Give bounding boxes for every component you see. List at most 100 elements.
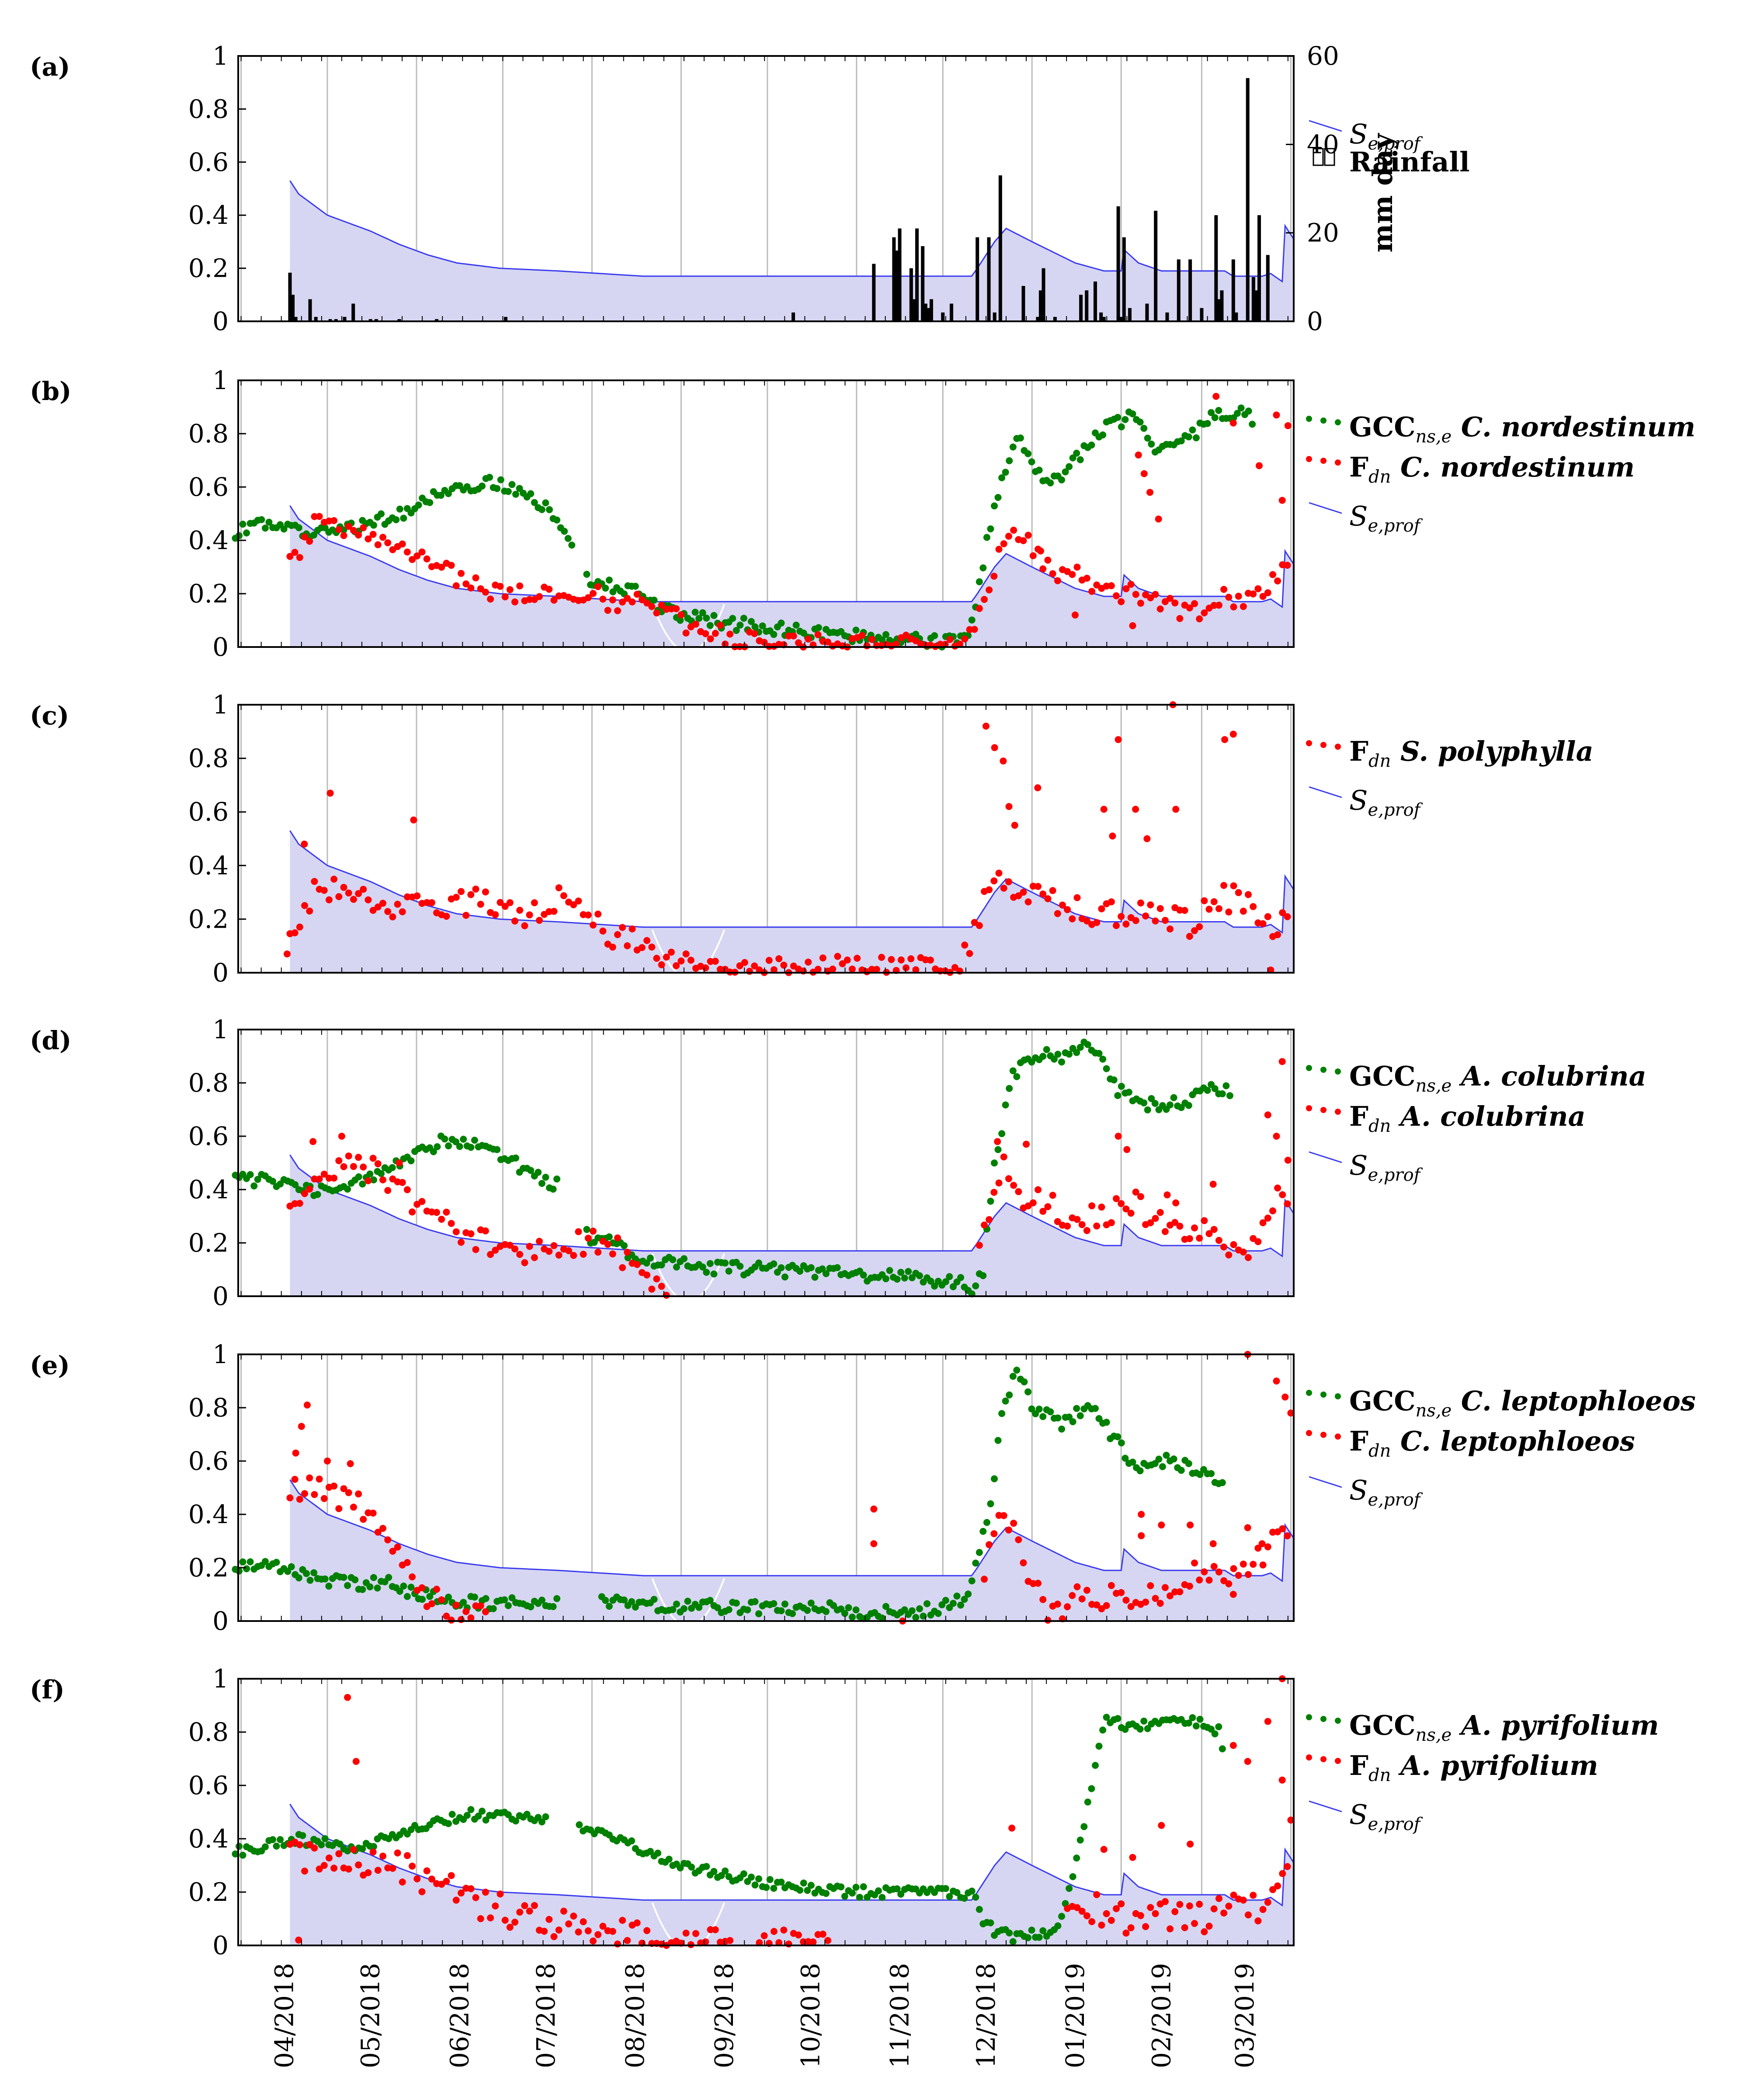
gcc-point	[254, 1176, 261, 1183]
gcc-point	[549, 1603, 557, 1610]
fdn-point	[1093, 1601, 1101, 1608]
fdn-point	[423, 555, 431, 563]
gcc-point	[415, 501, 422, 509]
gcc-point	[677, 617, 684, 624]
fdn-point	[1132, 917, 1139, 924]
fdn-point	[301, 902, 308, 909]
y-tick-label: 0.4	[188, 525, 229, 555]
gcc-point	[710, 1868, 718, 1875]
fdn-point	[536, 1238, 543, 1245]
fdn-point	[971, 626, 978, 633]
fdn-point	[1225, 908, 1233, 916]
legend-label: Se,prof	[1349, 1799, 1423, 1834]
fdn-point	[409, 1862, 416, 1870]
gcc-point	[1032, 1410, 1039, 1417]
fdn-point	[756, 1939, 763, 1946]
fdn-point	[1171, 1908, 1179, 1915]
gcc-point	[965, 1590, 972, 1598]
fdn-point	[1186, 932, 1193, 940]
fdn-point	[355, 531, 362, 539]
fdn-point	[306, 1474, 313, 1482]
gcc-point	[1076, 1412, 1084, 1420]
fdn-point	[1209, 1180, 1217, 1188]
gcc-point	[882, 1603, 889, 1610]
fdn-point	[1142, 1598, 1149, 1606]
gcc-point	[961, 1895, 968, 1902]
fdn-point	[458, 570, 465, 577]
fdn-point	[492, 1246, 499, 1254]
fdn-point	[599, 927, 607, 935]
gcc-point	[744, 1606, 751, 1614]
gcc-point	[976, 578, 983, 585]
fdn-point	[594, 1249, 602, 1256]
gcc-point	[976, 1906, 983, 1913]
gcc-point	[953, 1592, 961, 1600]
fdn-point	[501, 903, 509, 910]
fdn-point	[1284, 1863, 1291, 1870]
fdn-point	[1118, 913, 1125, 920]
y2-tick-label: 0	[1307, 306, 1323, 336]
fdn-point	[413, 552, 421, 560]
gcc-point	[527, 490, 535, 498]
fdn-point	[594, 583, 602, 590]
legend-line-swatch	[1309, 120, 1342, 132]
y-tick-label: 0.2	[188, 1228, 229, 1258]
fdn-point	[1088, 1202, 1096, 1210]
gcc-point	[1069, 1418, 1076, 1426]
fdn-point	[1015, 1188, 1022, 1195]
gcc-point	[987, 1197, 994, 1205]
fdn-point	[350, 527, 357, 534]
y-tick-label: 0	[212, 1931, 229, 1960]
fdn-point	[1215, 1237, 1222, 1244]
fdn-point	[311, 1491, 318, 1498]
gcc-point	[247, 1171, 254, 1178]
fdn-point	[702, 1938, 709, 1945]
fdn-point	[413, 1875, 421, 1882]
fdn-point	[584, 594, 592, 602]
fdn-point	[330, 876, 338, 883]
fdn-point	[1269, 1886, 1276, 1893]
fdn-point	[584, 912, 592, 919]
fdn-point	[1229, 419, 1237, 427]
gcc-point	[1114, 414, 1122, 421]
fdn-point	[1069, 1592, 1076, 1599]
fdn-point	[839, 960, 846, 967]
fdn-point	[751, 630, 758, 637]
gcc-point	[389, 1164, 396, 1171]
fdn-point	[1000, 540, 1007, 547]
fdn-point	[1000, 1153, 1007, 1161]
fdn-point	[379, 1852, 386, 1860]
gcc-point	[1058, 1913, 1065, 1920]
fdn-point	[912, 966, 920, 974]
fdn-point	[805, 635, 812, 643]
gcc-point	[804, 1887, 811, 1894]
fdn-point	[1129, 1854, 1136, 1861]
gcc-point	[1118, 1439, 1125, 1447]
gcc-point	[1219, 1745, 1226, 1753]
fdn-point	[1098, 1921, 1105, 1929]
gcc-point	[426, 1593, 434, 1600]
fdn-point	[311, 878, 318, 885]
fdn-point	[1215, 905, 1222, 912]
fdn-point	[1201, 1928, 1208, 1935]
gcc-point	[1249, 421, 1256, 428]
gcc-point	[946, 1893, 953, 1900]
gcc-point	[755, 1259, 762, 1266]
rain-bar	[1254, 290, 1258, 321]
fdn-point	[643, 1271, 651, 1279]
fdn-point	[624, 1937, 631, 1944]
fdn-point	[809, 1938, 817, 1946]
gcc-point	[269, 1836, 276, 1843]
fdn-point	[712, 1926, 719, 1934]
fdn-point	[1225, 594, 1233, 601]
gcc-point	[823, 1270, 830, 1277]
legend-dot-swatch	[1335, 744, 1341, 750]
white-arc	[651, 929, 725, 978]
y-tick-label: 0	[212, 632, 229, 662]
fdn-point	[648, 943, 656, 951]
fdn-point	[1244, 1758, 1251, 1765]
fdn-point	[1147, 594, 1154, 602]
fdn-point	[790, 632, 797, 640]
gcc-point	[778, 1879, 785, 1886]
gcc-point	[1204, 420, 1211, 427]
